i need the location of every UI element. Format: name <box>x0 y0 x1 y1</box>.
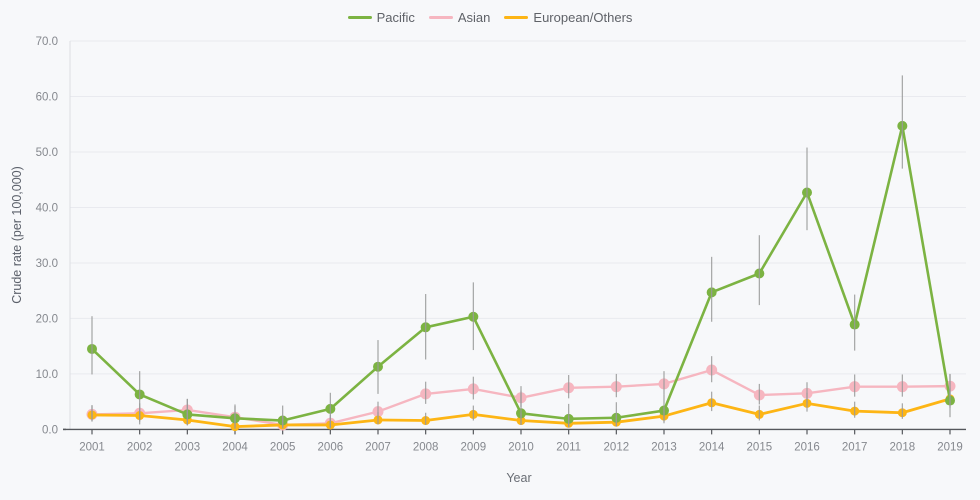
x-tick-label: 2012 <box>604 441 630 453</box>
y-tick-label: 0.0 <box>42 424 58 436</box>
x-tick-label: 2016 <box>794 441 820 453</box>
x-tick-label: 2007 <box>365 441 391 453</box>
legend-label-asian: Asian <box>457 10 491 25</box>
y-tick-label: 40.0 <box>36 202 58 214</box>
x-tick-label: 2009 <box>461 441 487 453</box>
x-tick-label: 2006 <box>318 441 344 453</box>
legend-swatch-asian <box>428 16 453 19</box>
y-tick-label: 60.0 <box>36 91 58 103</box>
x-tick-label: 2001 <box>79 441 105 453</box>
y-tick-label: 20.0 <box>36 313 58 325</box>
x-tick-label: 2003 <box>175 441 201 453</box>
x-tick-label: 2008 <box>413 441 439 453</box>
y-tick-label: 70.0 <box>36 36 58 48</box>
y-tick-label: 50.0 <box>36 147 58 159</box>
legend: Pacific Asian European/Others <box>0 10 980 25</box>
legend-item-asian[interactable]: Asian <box>428 10 491 25</box>
legend-label-european-others: European/Others <box>533 10 633 25</box>
legend-swatch-european-others <box>504 16 529 19</box>
x-tick-label: 2019 <box>937 441 963 453</box>
x-tick-label: 2002 <box>127 441 153 453</box>
legend-label-pacific: Pacific <box>376 10 415 25</box>
y-tick-label: 30.0 <box>36 258 58 270</box>
legend-item-european-others[interactable]: European/Others <box>504 10 632 25</box>
x-tick-label: 2011 <box>556 441 581 453</box>
legend-swatch-pacific <box>347 16 372 19</box>
legend-item-pacific[interactable]: Pacific <box>347 10 415 25</box>
x-tick-label: 2005 <box>270 441 296 453</box>
x-tick-label: 2017 <box>842 441 868 453</box>
y-axis-title: Crude rate (per 100,000) <box>10 166 24 304</box>
x-tick-label: 2004 <box>222 441 248 453</box>
x-tick-label: 2010 <box>508 441 534 453</box>
x-tick-label: 2015 <box>747 441 773 453</box>
x-tick-label: 2014 <box>699 441 725 453</box>
series-line-pacific <box>90 124 952 422</box>
x-tick-label: 2018 <box>890 441 916 453</box>
x-axis-title: Year <box>506 471 532 485</box>
y-tick-label: 10.0 <box>36 369 58 381</box>
x-tick-label: 2013 <box>651 441 677 453</box>
